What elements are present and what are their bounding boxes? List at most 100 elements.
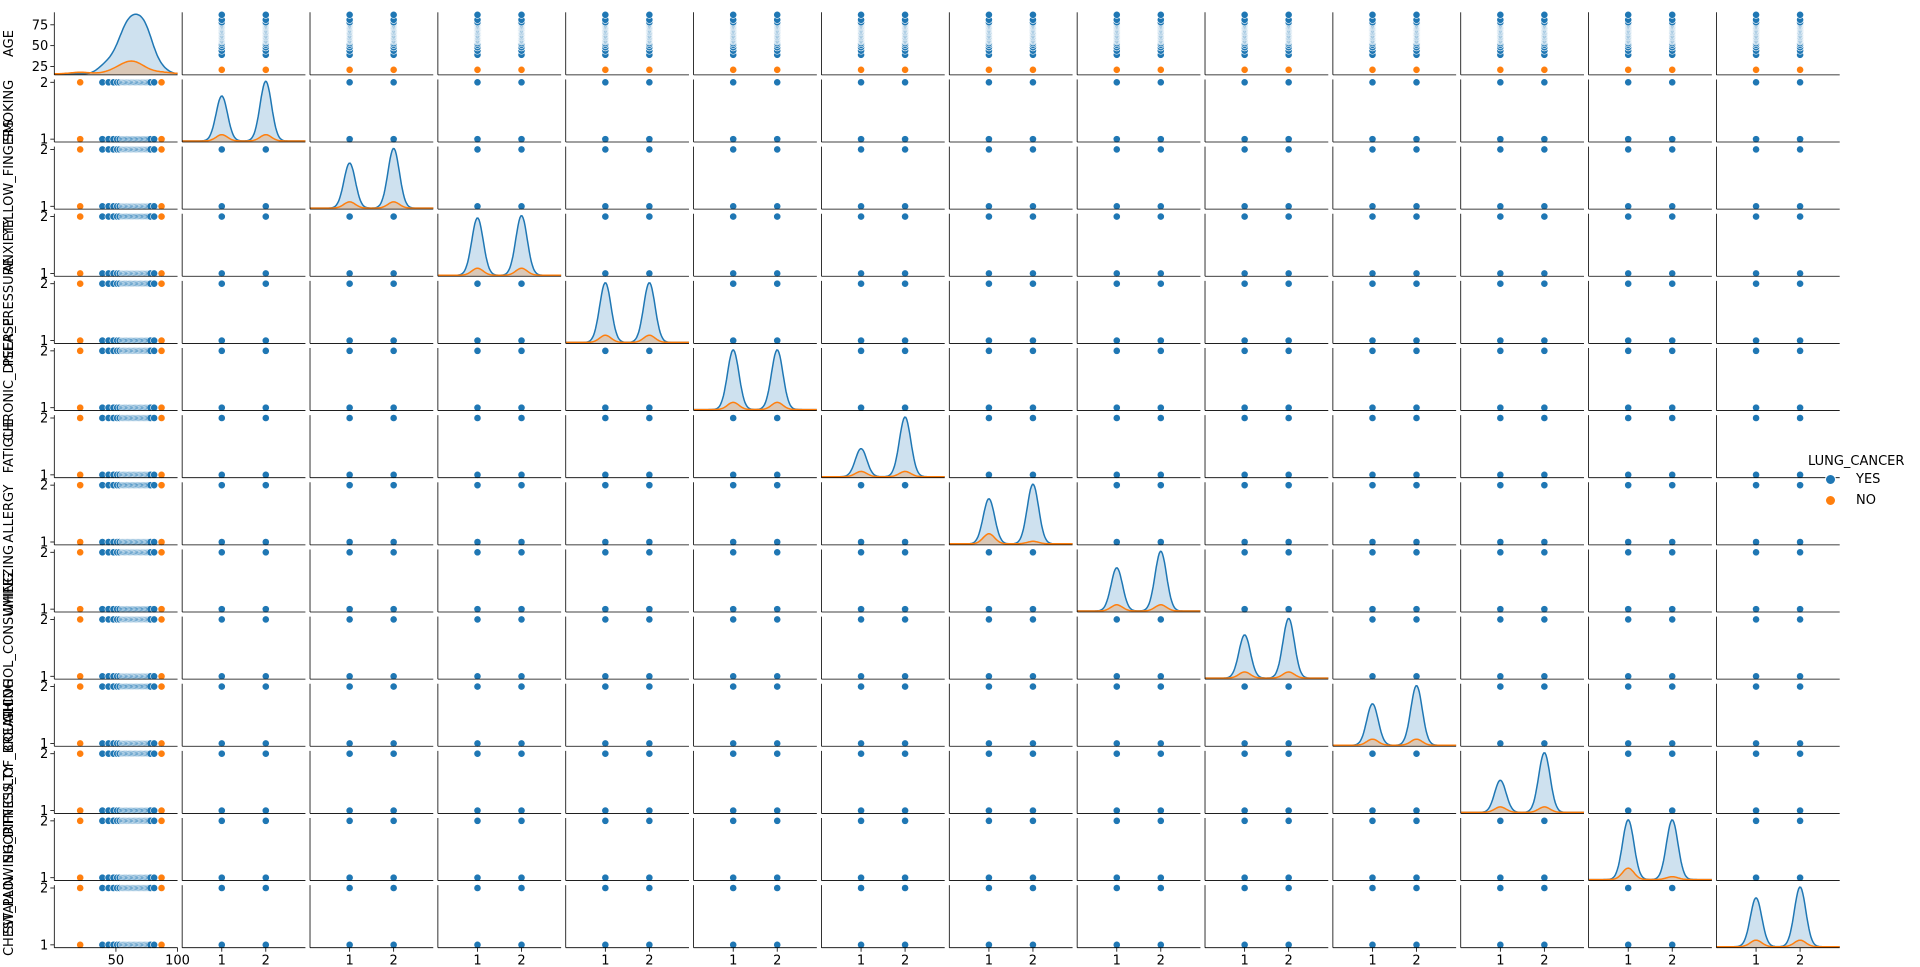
p-10-13-point-yes [1796, 739, 1804, 748]
p-2-5-point-yes [773, 202, 782, 211]
p-2-4-point-yes [601, 202, 610, 211]
p-2-0-point-no [76, 145, 85, 154]
p-10-3-point-yes [517, 682, 526, 691]
p-11-2-point-yes [345, 749, 354, 758]
panel-swallowing-difficulty-vs-coughing [1332, 816, 1457, 882]
p-12-12-kde-no [1588, 867, 1712, 881]
p-12-8-point-yes [1156, 873, 1165, 882]
p-6-4-point-yes [645, 470, 654, 479]
panel-allergy-vs-swallowing-difficulty [1588, 481, 1712, 546]
panel-peer-pressure-vs-chronic-disease [693, 279, 817, 345]
panel-alcohol-consuming-vs-shortness-of-breath [1460, 615, 1584, 681]
p-1-12-point-yes [1668, 135, 1677, 144]
p-2-5-point-yes [729, 202, 738, 211]
p-10-5-point-yes [729, 682, 738, 691]
p-0-3-point-yes [473, 10, 482, 19]
p-10-0-point-no [157, 739, 166, 748]
p-8-0-point-no [76, 605, 85, 614]
panel-smoking-vs-alcohol-consuming [1204, 78, 1329, 144]
panel-fatigue-vs-chest-pain [1716, 414, 1840, 479]
p-9-11-point-yes [1496, 615, 1505, 624]
p-0-13-point-no [1752, 65, 1760, 74]
p-7-6-point-yes [901, 538, 909, 546]
p-13-9-point-yes [1284, 884, 1293, 892]
p-3-0-point-no [157, 269, 166, 278]
p-6-3-point-yes [517, 470, 526, 479]
panel-chronic-disease-vs-chest-pain [1716, 346, 1840, 412]
p-5-7-point-yes [985, 403, 993, 412]
p-3-3-kde-yes [437, 214, 562, 277]
p-10-7-point-yes [1029, 739, 1037, 748]
p-5-1-point-yes [217, 403, 226, 412]
panel-smoking-vs-allergy [948, 78, 1073, 144]
p-4-10-point-yes [1368, 279, 1377, 288]
p-3-4-point-yes [601, 212, 610, 221]
p-8-7-point-yes [1029, 605, 1037, 614]
p-7-8-point-yes [1156, 538, 1165, 546]
p-3-4-point-yes [645, 212, 654, 221]
p-2-12-point-yes [1624, 145, 1633, 154]
ytick-label-alcohol-consuming: 2 [40, 613, 48, 628]
p-1-0-point-yes [150, 78, 159, 87]
p-0-10-point-yes [1368, 10, 1377, 19]
ylabel-shortness-of-breath: SHORTNESS_OF_BREATH [2, 702, 17, 863]
p-6-6-kde-yes-fill [821, 417, 945, 478]
p-8-5-point-yes [729, 548, 738, 557]
p-10-8-point-yes [1156, 739, 1165, 748]
p-11-6-point-yes [857, 806, 865, 815]
ytick-label-allergy: 1 [40, 536, 48, 551]
p-10-7-point-yes [985, 739, 993, 748]
p-2-5-point-yes [773, 145, 782, 154]
p-6-4-point-yes [601, 470, 610, 479]
p-3-6-point-yes [901, 212, 909, 221]
p-12-13-point-yes [1796, 873, 1804, 882]
p-12-9-point-yes [1284, 816, 1293, 825]
ylabel-allergy: ALLERGY [2, 485, 17, 543]
p-5-11-point-yes [1496, 403, 1505, 412]
panel-coughing-vs-shortness-of-breath [1460, 682, 1584, 748]
panel-shortness-of-breath-vs-chest-pain [1716, 749, 1840, 815]
panel-peer-pressure-vs-wheezing [1076, 279, 1201, 345]
p-11-7-point-yes [985, 749, 993, 758]
panel-wheezing-vs-coughing [1332, 548, 1457, 614]
p-3-5-point-yes [773, 269, 782, 278]
panel-allergy-vs-yellow-fingers [309, 481, 434, 546]
panel-allergy-vs-peer-pressure [565, 481, 689, 546]
p-4-8-point-yes [1156, 336, 1165, 345]
p-3-3-kde-no-fill [437, 268, 562, 277]
p-6-1-point-yes [261, 414, 270, 422]
ytick-label-peer-pressure: 2 [40, 277, 48, 292]
xtick-label-chest-pain: 1 [1752, 954, 1760, 967]
panel-wheezing-vs-peer-pressure [565, 548, 689, 614]
panel-alcohol-consuming-vs-wheezing [1076, 615, 1201, 681]
p-12-6-point-yes [857, 873, 865, 882]
panel-smoking-vs-peer-pressure [565, 78, 689, 144]
p-6-10-point-yes [1412, 470, 1421, 479]
p-1-4-point-yes [645, 78, 654, 87]
panel-coughing-vs-yellow-fingers [309, 682, 434, 748]
p-12-7-point-yes [1029, 816, 1037, 825]
p-9-11-point-yes [1540, 615, 1549, 624]
p-13-3-point-yes [473, 884, 482, 892]
p-8-1-point-yes [261, 605, 270, 614]
p-6-13-point-yes [1796, 470, 1804, 479]
p-12-8-point-yes [1112, 873, 1121, 882]
p-2-8-point-yes [1156, 202, 1165, 211]
p-6-11-point-yes [1540, 414, 1549, 422]
p-9-10-point-yes [1368, 672, 1377, 681]
p-10-9-point-yes [1240, 682, 1249, 691]
p-7-13-point-yes [1752, 538, 1760, 546]
p-9-6-point-yes [901, 672, 909, 681]
panel-coughing-vs-swallowing-difficulty [1588, 682, 1712, 748]
p-8-9-point-yes [1240, 605, 1249, 614]
panel-shortness-of-breath-vs-anxiety [437, 749, 562, 815]
p-4-0-point-no [76, 279, 85, 288]
panel-yellow-fingers-vs-coughing [1332, 145, 1457, 211]
p-7-0-point-no [76, 538, 85, 546]
p-8-3-point-yes [517, 605, 526, 614]
p-11-3-point-yes [473, 806, 482, 815]
p-3-11-point-yes [1540, 212, 1549, 221]
